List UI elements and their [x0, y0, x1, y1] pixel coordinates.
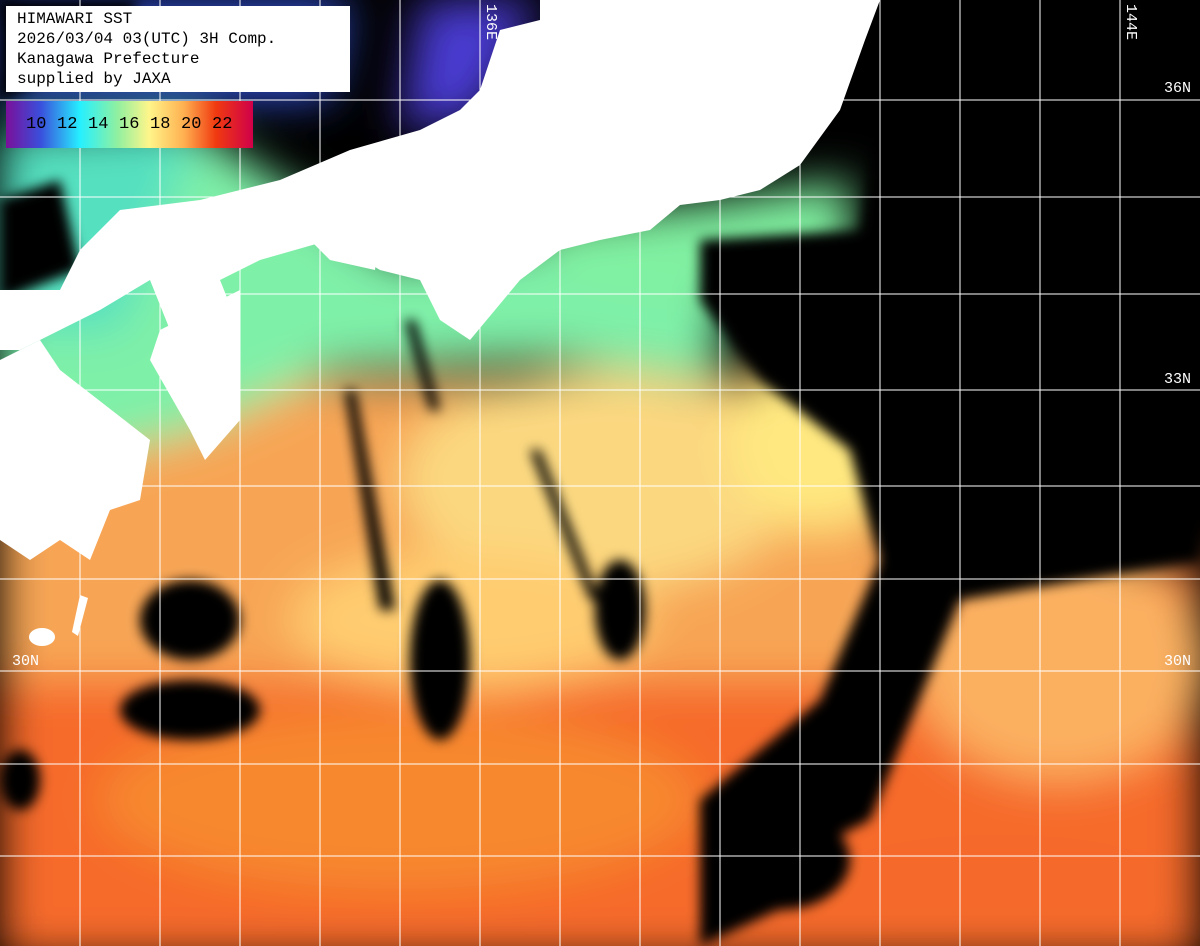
- scale-tick: 16: [119, 115, 140, 134]
- lon-label-136e: 136E: [482, 4, 499, 41]
- lat-label-30n-left: 30N: [12, 653, 40, 670]
- lon-label-144e: 144E: [1122, 4, 1139, 41]
- scale-tick: 22: [212, 115, 233, 134]
- title-line: HIMAWARI SST: [17, 10, 133, 28]
- scale-tick: 20: [181, 115, 202, 134]
- supplier-line: supplied by JAXA: [17, 70, 171, 88]
- scale-tick: 14: [88, 115, 109, 134]
- lat-label-33n: 33N: [1164, 371, 1192, 388]
- info-box: HIMAWARI SST 2026/03/04 03(UTC) 3H Comp.…: [6, 6, 350, 92]
- land: [0, 0, 880, 646]
- lat-label-33-left: 33: [12, 372, 31, 389]
- scale-tick: 10: [26, 115, 47, 134]
- color-scale-legend: 10 12 14 16 18 20 22: [6, 101, 253, 148]
- prefecture-line: Kanagawa Prefecture: [17, 50, 200, 68]
- lat-label-30n: 30N: [1164, 653, 1192, 670]
- datetime-line: 2026/03/04 03(UTC) 3H Comp.: [17, 30, 277, 48]
- scale-tick: 18: [150, 115, 171, 134]
- scale-tick: 12: [57, 115, 78, 134]
- lat-label-36n: 36N: [1164, 80, 1192, 97]
